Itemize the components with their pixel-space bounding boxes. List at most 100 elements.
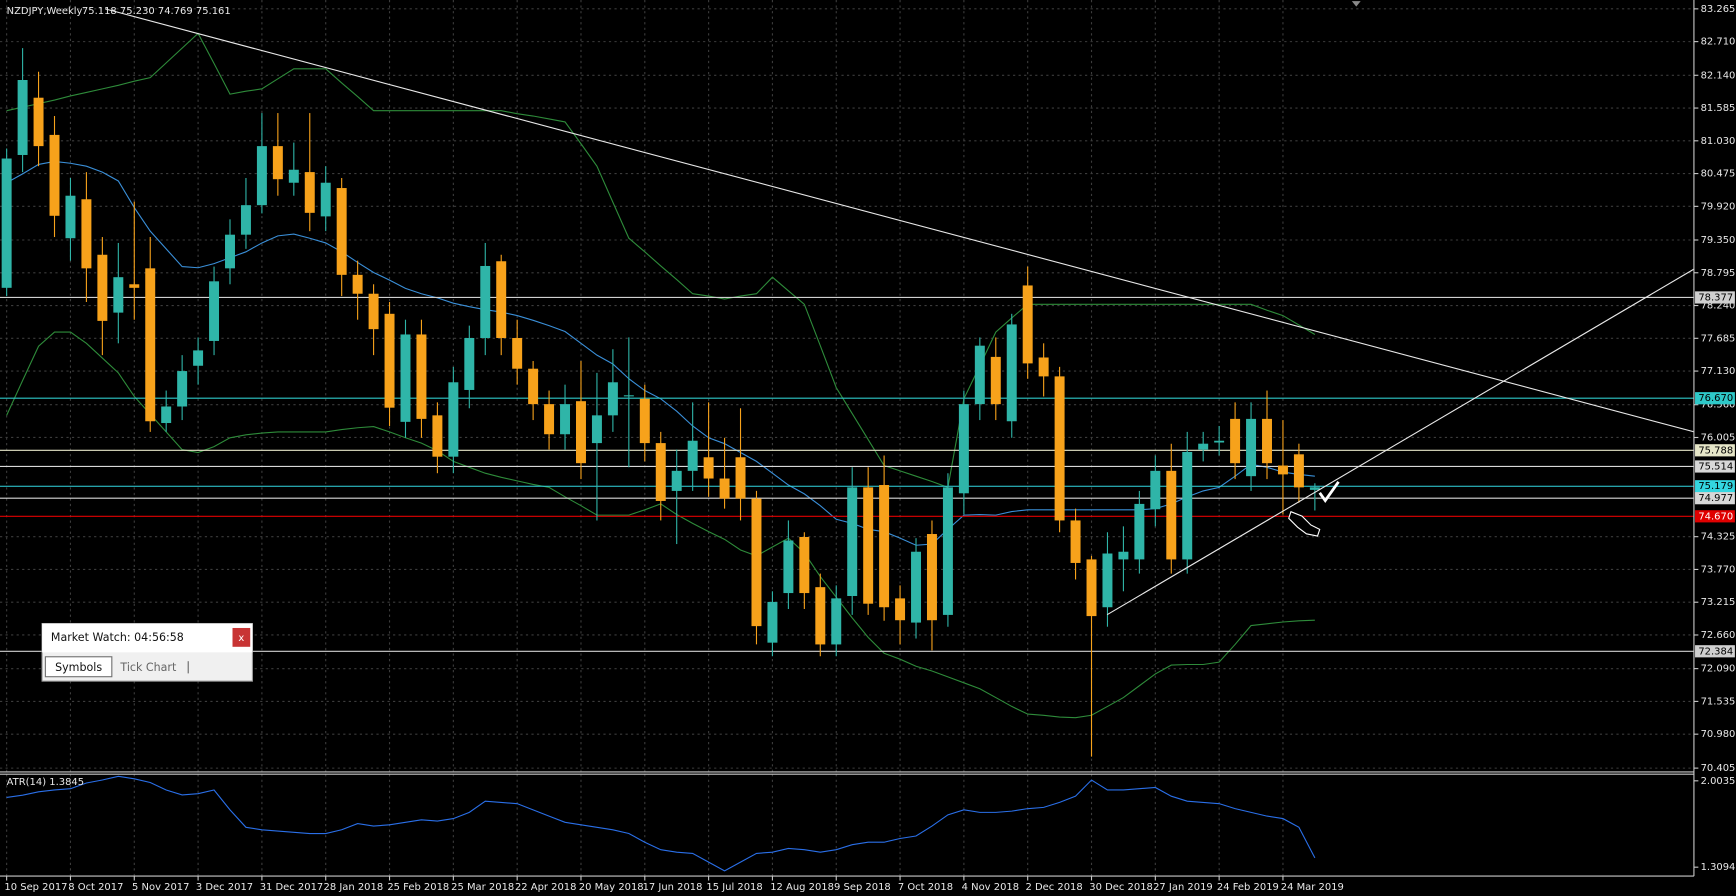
shift-marker xyxy=(1351,1,1361,7)
y-tick-label: 72.660 xyxy=(1701,630,1736,641)
level-label: 75.788 xyxy=(1698,445,1733,456)
candle-body xyxy=(1070,520,1081,563)
candle-body xyxy=(113,277,124,313)
candle-body xyxy=(1214,440,1225,443)
candle-body xyxy=(256,146,267,206)
candle-body xyxy=(1038,357,1049,377)
candle-body xyxy=(464,338,475,390)
y-tick-label: 76.560 xyxy=(1701,400,1736,411)
candle-body xyxy=(783,540,794,594)
candle-body xyxy=(1102,553,1113,608)
x-tick-label: 10 Sep 2017 xyxy=(4,882,67,893)
candle-body xyxy=(1086,559,1097,617)
candle-body xyxy=(1,158,12,288)
candle-body xyxy=(416,334,427,419)
level-label-box xyxy=(1695,645,1735,658)
level-label: 72.384 xyxy=(1698,646,1733,657)
candle-body xyxy=(209,281,220,341)
candle-body xyxy=(240,205,251,235)
trend-lines xyxy=(105,8,1694,616)
candle-body xyxy=(703,457,714,479)
level-label-box xyxy=(1695,291,1735,304)
x-tick-label: 31 Dec 2017 xyxy=(260,882,324,893)
indicator-line xyxy=(6,32,1316,489)
candle-body xyxy=(177,371,188,407)
quote: 75.118 75.230 74.769 75.161 xyxy=(82,6,231,17)
atr-plot xyxy=(6,775,1316,872)
candle-body xyxy=(97,254,108,321)
x-tick-label: 24 Feb 2019 xyxy=(1217,882,1279,893)
candle-body xyxy=(480,265,491,339)
candle-body xyxy=(193,350,204,366)
close-button[interactable] xyxy=(232,627,251,647)
y-tick-label: 78.795 xyxy=(1701,268,1736,279)
x-tick-label: 3 Dec 2017 xyxy=(196,882,253,893)
candle-body xyxy=(560,404,571,435)
candle-body xyxy=(671,470,682,491)
candle-body xyxy=(496,261,507,339)
level-label-box xyxy=(1695,444,1735,457)
price-plot xyxy=(0,32,1694,757)
level-label: 75.514 xyxy=(1698,461,1733,472)
candle-body xyxy=(607,382,618,416)
trend-line xyxy=(105,8,1694,433)
x-tick-label: 9 Sep 2018 xyxy=(834,882,891,893)
level-label-box xyxy=(1695,510,1735,523)
candle-body xyxy=(17,79,28,155)
window-titlebar xyxy=(42,623,253,653)
candle-body xyxy=(879,485,890,608)
x-tick-label: 2 Dec 2018 xyxy=(1025,882,1082,893)
y-tick-label: 72.090 xyxy=(1701,664,1736,675)
tab-label[interactable]: Symbols xyxy=(55,661,102,674)
y-tick-label: 82.710 xyxy=(1701,37,1736,48)
level-label-box xyxy=(1695,460,1735,473)
candle-body xyxy=(1277,465,1288,475)
x-tick-label: 5 Nov 2017 xyxy=(132,882,189,893)
y-tick-label: 80.475 xyxy=(1701,169,1736,180)
candle-body xyxy=(895,598,906,621)
candle-body xyxy=(1054,376,1065,521)
y-tick-label: 81.585 xyxy=(1701,103,1736,114)
candle-body xyxy=(1293,454,1304,488)
tab-active[interactable] xyxy=(44,656,113,678)
y-tick-label: 71.535 xyxy=(1701,696,1736,707)
candle-body xyxy=(1309,487,1320,490)
y-tick-label: 77.130 xyxy=(1701,366,1736,377)
tab-label[interactable]: Tick Chart xyxy=(119,661,177,674)
candle-body xyxy=(368,293,379,330)
y-tick-label: 76.005 xyxy=(1701,432,1736,443)
x-tick-label: 12 Aug 2018 xyxy=(770,882,834,893)
candle-body xyxy=(1134,503,1145,560)
candle-body xyxy=(432,415,443,457)
y-tick-label: 79.920 xyxy=(1701,201,1736,212)
candle-body xyxy=(225,234,235,269)
y-tick-label: 2.0035 xyxy=(1701,776,1736,787)
candle-body xyxy=(831,598,842,645)
x-tick-label: 25 Mar 2018 xyxy=(451,882,514,893)
candle-body xyxy=(623,395,634,397)
candle-body xyxy=(1246,418,1257,477)
x-tick-label: 22 Apr 2018 xyxy=(515,882,577,893)
candle-body xyxy=(512,338,523,369)
candle-body xyxy=(591,415,602,444)
x-tick-label: 25 Feb 2018 xyxy=(387,882,449,893)
y-tick-label: 73.770 xyxy=(1701,564,1736,575)
candle-body xyxy=(304,172,315,213)
candle-body xyxy=(544,404,555,435)
candle-body xyxy=(400,334,411,422)
window-title: Market Watch: 04:56:58 xyxy=(51,631,184,644)
candle-body xyxy=(1022,285,1033,364)
close-label[interactable]: x xyxy=(238,633,244,644)
candle-body xyxy=(129,284,140,288)
level-label: 78.377 xyxy=(1698,292,1733,303)
x-tick-label: 24 Mar 2019 xyxy=(1281,882,1344,893)
candle-body xyxy=(576,401,586,464)
x-tick-label: 7 Oct 2018 xyxy=(898,882,953,893)
candle-body xyxy=(974,345,985,405)
candle-body xyxy=(145,268,156,422)
symbol-title: NZDJPY,Weekly xyxy=(7,6,83,17)
indicator-line xyxy=(6,160,1315,546)
